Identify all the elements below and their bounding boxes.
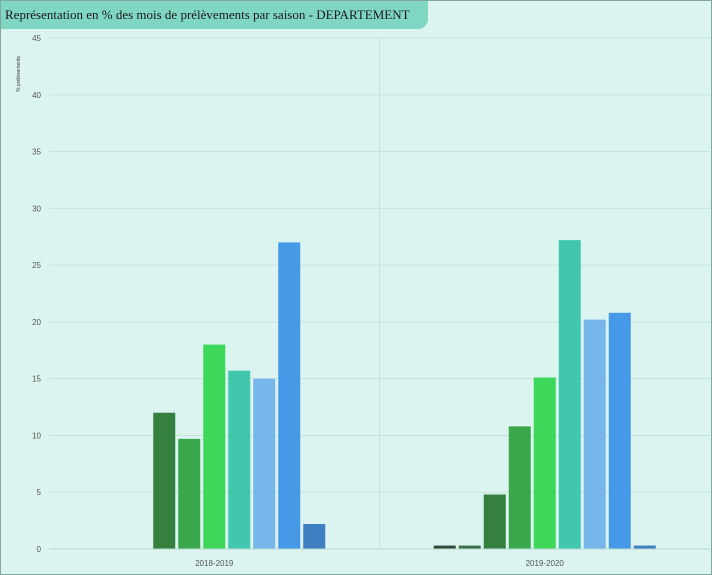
bar-2019-2020-series-3 [483, 494, 506, 549]
bar-2019-2020-series-4 [508, 426, 531, 549]
bar-2019-2020-series-2 [458, 545, 481, 549]
bar-2018-2019-series-8 [278, 242, 301, 549]
bar-2019-2020-series-1 [433, 545, 456, 549]
y-tick-label: 40 [32, 91, 41, 100]
y-axis-label: % prélèvements [16, 56, 22, 92]
y-tick-label: 25 [32, 261, 41, 270]
y-tick-label: 20 [32, 318, 41, 327]
y-tick-label: 30 [32, 204, 41, 213]
y-tick-label: 45 [32, 34, 41, 43]
chart-title: Représentation en % des mois de prélèvem… [1, 1, 428, 29]
bar-2019-2020-series-7 [583, 319, 606, 549]
bar-2018-2019-series-5 [203, 344, 226, 549]
y-tick-label: 10 [32, 431, 41, 440]
bar-2018-2019-series-9 [303, 524, 326, 549]
y-tick-label: 35 [32, 148, 41, 157]
y-tick-label: 5 [37, 488, 42, 497]
bar-2019-2020-series-5 [533, 377, 556, 549]
bar-2018-2019-series-3 [153, 412, 176, 549]
x-tick-label: 2019-2020 [526, 559, 565, 568]
bar-2018-2019-series-6 [228, 370, 251, 549]
x-tick-label: 2018-2019 [195, 559, 234, 568]
y-tick-label: 15 [32, 375, 41, 384]
bar-2019-2020-series-8 [608, 312, 631, 549]
bar-2018-2019-series-7 [253, 378, 276, 549]
y-tick-label: 0 [37, 545, 42, 554]
bar-2018-2019-series-4 [178, 438, 201, 549]
bar-2019-2020-series-6 [558, 240, 581, 549]
bar-2019-2020-series-9 [633, 545, 656, 549]
